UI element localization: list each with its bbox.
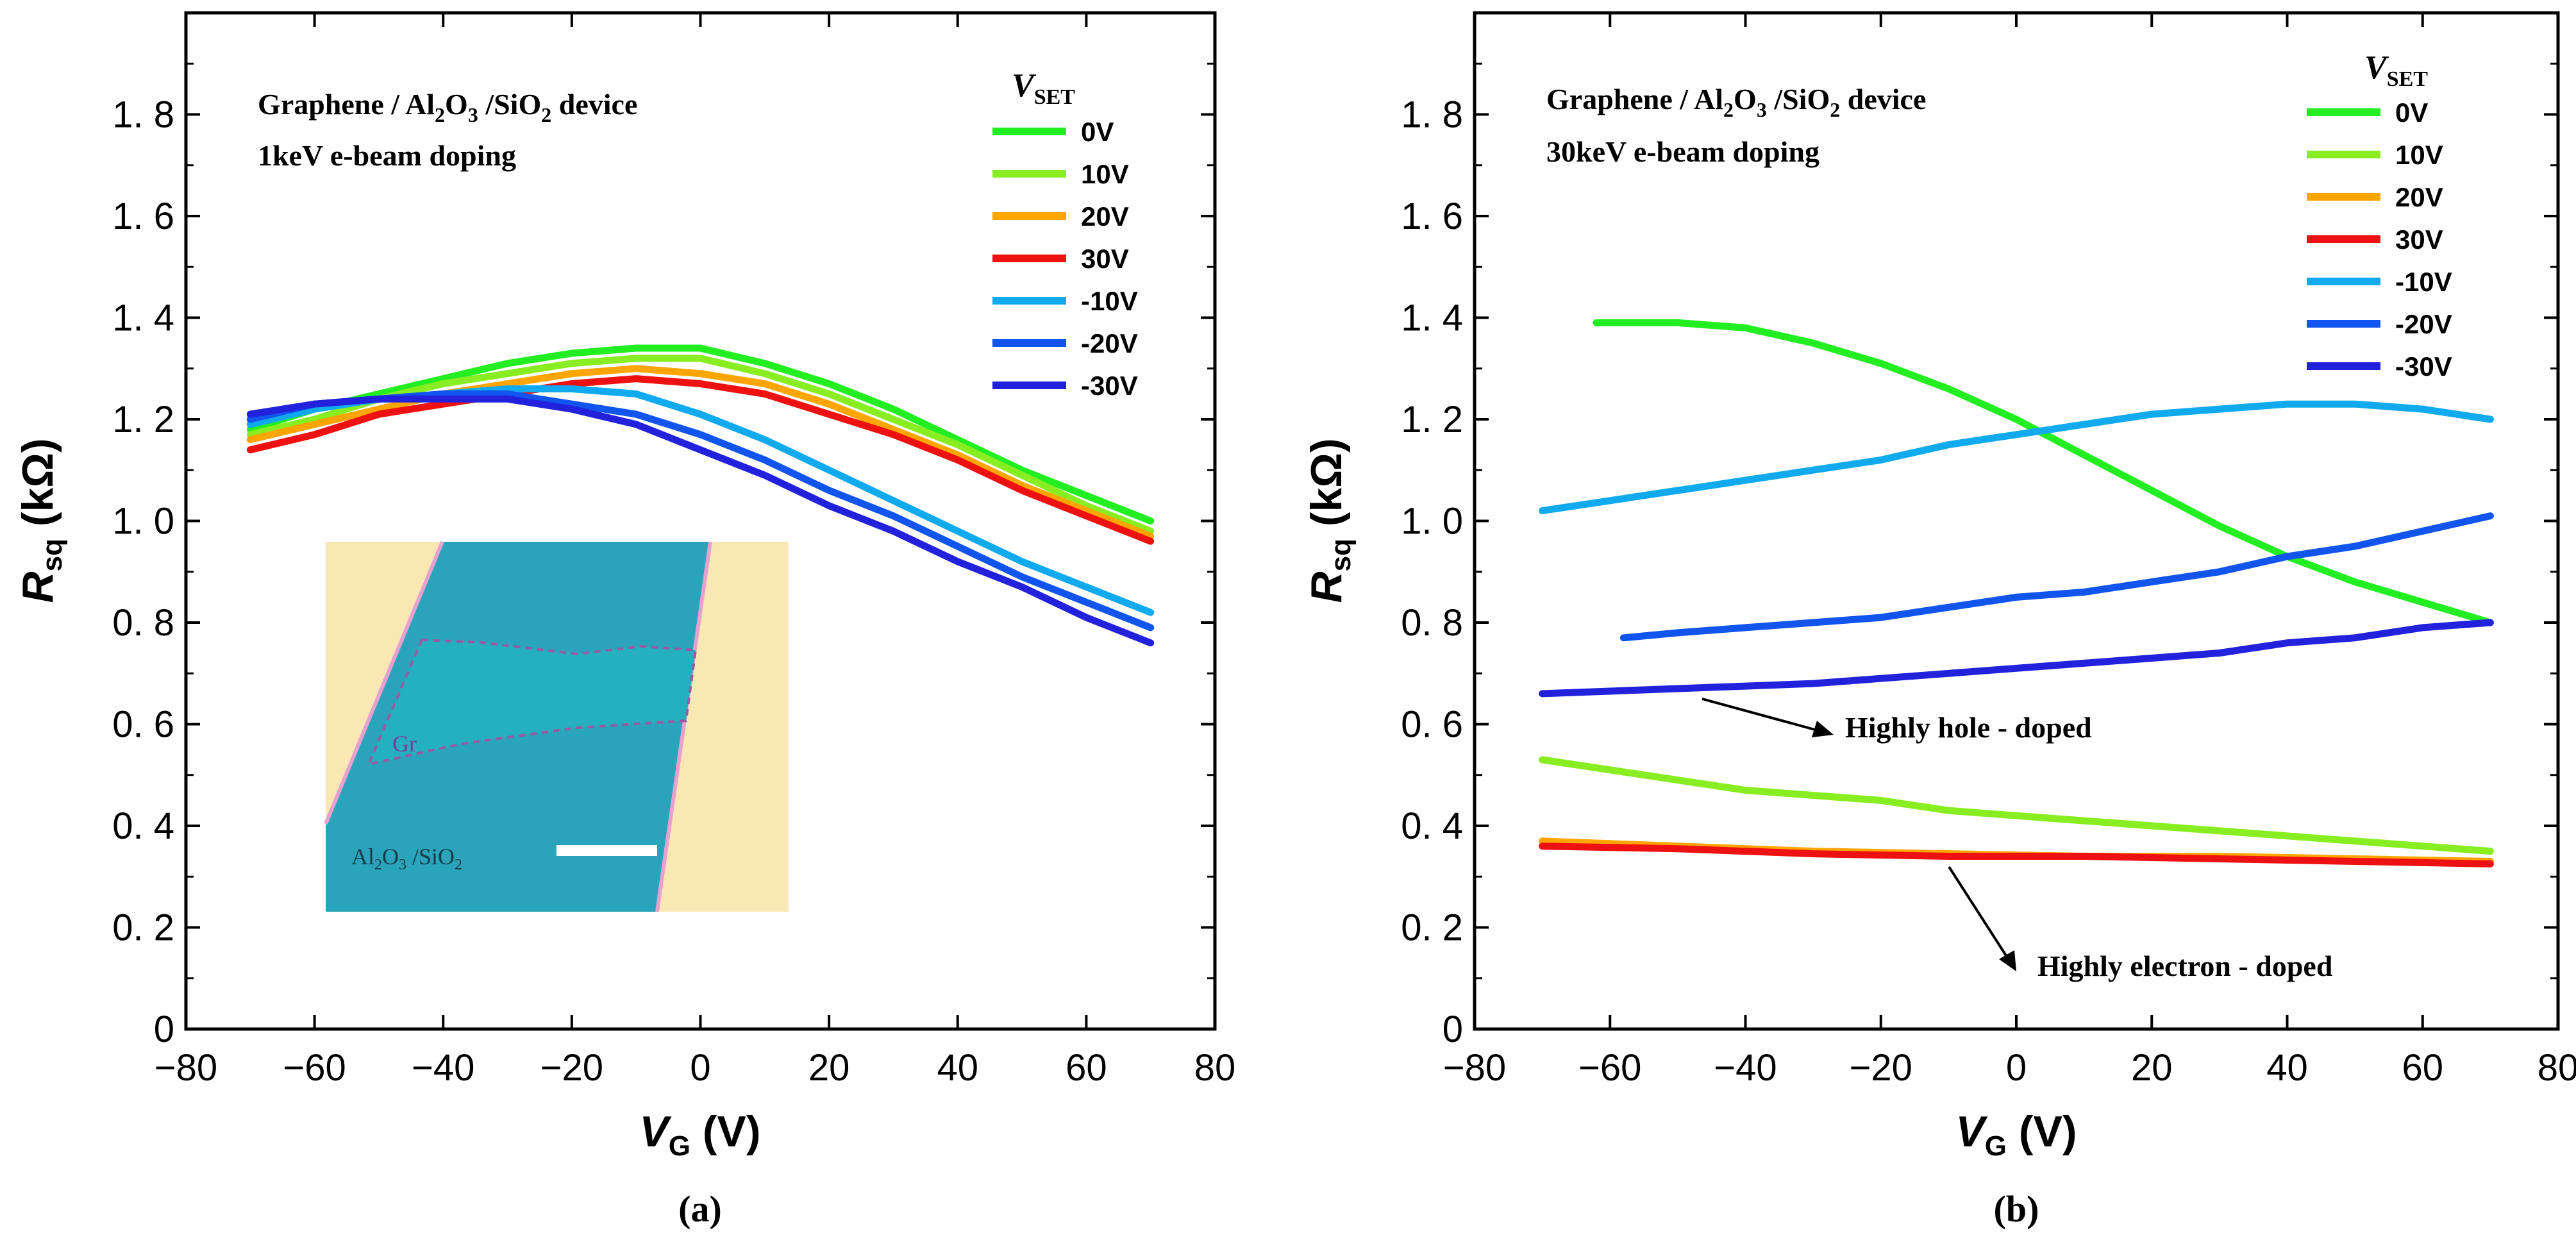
panel-b-ylabel: Rsq (kΩ) <box>1302 439 1357 603</box>
panel-a-frame <box>184 11 1217 1031</box>
y-tick-label: 0. 2 <box>112 907 174 949</box>
series-line-20V <box>246 365 1155 540</box>
panel-b: −80 −60 −40 −20 0 20 40 60 80 0 0. 2 0. 4 0. 6 0. 8 1.… <box>1302 11 2576 1230</box>
y-tick-label: 1. 4 <box>1401 297 1463 339</box>
panel-a-annotation-line1: Graphene / Al2O3 /SiO2 device <box>258 88 637 126</box>
electron-doped-label: Highly electron - doped <box>2037 950 2333 982</box>
panel-a-legend-title: VSET <box>1012 67 1075 109</box>
x-tick-label: 80 <box>2538 1047 2576 1089</box>
x-tick-label: −60 <box>283 1047 346 1089</box>
y-tick-label: 1. 0 <box>112 501 174 542</box>
panel-a-label: (a) <box>678 1188 722 1230</box>
panel-a-xlabel: VG (V) <box>639 1107 760 1162</box>
legend-label--10V: -10V <box>2395 267 2452 297</box>
panel-b-legend-title: VSET <box>2364 49 2428 91</box>
x-tick-label: −80 <box>155 1047 217 1089</box>
panel-b-frame <box>1473 11 2560 1031</box>
graphene-flake <box>366 638 698 766</box>
series-line-30V <box>1539 842 2494 867</box>
x-tick-label: 60 <box>1066 1047 1107 1089</box>
y-tick-label: 1. 6 <box>1401 196 1463 237</box>
x-tick-label: 40 <box>937 1047 978 1089</box>
x-tick-label: 0 <box>2006 1047 2027 1089</box>
series-line--20V <box>1619 512 2494 642</box>
panel-a-annotation-line2: 1keV e-beam doping <box>258 139 516 172</box>
panel-b-annotation-line2: 30keV e-beam doping <box>1546 135 1819 168</box>
panel-b-ticks: −80 −60 −40 −20 0 20 40 60 80 0 0. 2 0. 4 0. 6 0. 8 1.… <box>1401 13 2576 1089</box>
panel-b-annotation-line1: Graphene / Al2O3 /SiO2 device <box>1546 83 1926 121</box>
panel-b-series <box>1539 319 2494 867</box>
y-tick-label: 1. 4 <box>112 297 174 339</box>
panel-a-legend: 0V 10V 20V 30V -10V -20V -30V <box>992 117 1138 401</box>
substrate-label: Al2O3 /SiO2 <box>351 844 462 873</box>
legend-label-30V: 30V <box>1081 244 1129 274</box>
x-tick-label: 40 <box>2266 1047 2308 1089</box>
x-tick-label: 80 <box>1194 1047 1236 1089</box>
panel-a-ylabel: Rsq (kΩ) <box>13 439 68 603</box>
series-line-0V <box>246 344 1155 524</box>
y-tick-label: 1. 2 <box>1401 399 1463 440</box>
series-line-10V <box>1539 756 2494 855</box>
y-tick-label: 0. 8 <box>112 602 174 644</box>
legend-label--10V: -10V <box>1081 286 1138 316</box>
x-tick-label: −80 <box>1443 1047 1506 1089</box>
graphene-label: Gr <box>392 731 417 757</box>
x-tick-label: 0 <box>690 1047 710 1089</box>
y-tick-label: 0. 4 <box>112 805 174 847</box>
hole-doped-label: Highly hole - doped <box>1845 711 2092 744</box>
y-tick-label: 1. 0 <box>1401 501 1463 542</box>
panel-b-legend: 0V 10V 20V 30V -10V -20V -30V <box>2307 97 2452 381</box>
y-tick-label: 0. 6 <box>1401 704 1463 746</box>
x-tick-label: −20 <box>1850 1047 1912 1089</box>
y-tick-label: 1. 8 <box>1401 94 1463 136</box>
legend-label--20V: -20V <box>2395 309 2452 339</box>
x-tick-label: −60 <box>1578 1047 1641 1089</box>
series-line--10V <box>1539 400 2494 515</box>
panel-a: −80 −60 −40 −20 0 20 40 60 80 0 0. 2 0. 4 0. 6 0. 8 1.… <box>13 11 1235 1230</box>
legend-label-20V: 20V <box>1081 201 1129 231</box>
y-tick-label: 0. 8 <box>1401 602 1463 644</box>
electron-arrow-head <box>1999 950 2016 971</box>
legend-label-30V: 30V <box>2395 224 2443 255</box>
legend-label--20V: -20V <box>1081 328 1138 358</box>
inset-edge-right <box>655 541 712 912</box>
legend-label-10V: 10V <box>1081 159 1129 189</box>
legend-label-0V: 0V <box>1081 117 1114 147</box>
x-tick-label: 20 <box>2131 1047 2173 1089</box>
legend-label-0V: 0V <box>2395 97 2428 128</box>
y-tick-label: 0. 4 <box>1401 805 1463 847</box>
y-tick-label: 1. 6 <box>112 196 174 237</box>
electron-arrow-line <box>1948 866 2009 960</box>
y-tick-label: 0. 2 <box>1401 907 1463 949</box>
inset-micrograph: Gr Al2O3 /SiO2 <box>324 540 789 912</box>
panel-b-label: (b) <box>1994 1188 2039 1230</box>
scale-bar <box>556 845 657 856</box>
series-line--30V <box>1539 619 2494 698</box>
series-line--30V <box>246 395 1155 647</box>
hole-arrow-head <box>1812 721 1834 737</box>
hole-arrow-line <box>1702 698 1820 732</box>
y-tick-label: 0. 6 <box>112 704 174 746</box>
x-tick-label: −40 <box>1714 1047 1777 1089</box>
series-line-30V <box>246 375 1155 545</box>
legend-label--30V: -30V <box>1081 371 1138 401</box>
panel-a-series <box>246 344 1155 647</box>
legend-label-10V: 10V <box>2395 140 2443 170</box>
panel-a-ticks: −80 −60 −40 −20 0 20 40 60 80 0 0. 2 0. 4 0. 6 0. 8 1.… <box>112 13 1235 1089</box>
y-tick-label: 1. 8 <box>112 94 174 136</box>
y-tick-label: 0 <box>154 1009 174 1050</box>
y-tick-label: 1. 2 <box>112 399 174 440</box>
inset-edge-left <box>324 540 444 825</box>
legend-label--30V: -30V <box>2395 351 2452 381</box>
x-tick-label: −20 <box>540 1047 603 1089</box>
panel-b-xlabel: VG (V) <box>1955 1107 2077 1162</box>
legend-label-20V: 20V <box>2395 182 2443 212</box>
x-tick-label: 20 <box>808 1047 850 1089</box>
y-tick-label: 0 <box>1443 1009 1463 1050</box>
x-tick-label: −40 <box>412 1047 474 1089</box>
series-line-0V <box>1593 319 2494 626</box>
x-tick-label: 60 <box>2402 1047 2443 1089</box>
